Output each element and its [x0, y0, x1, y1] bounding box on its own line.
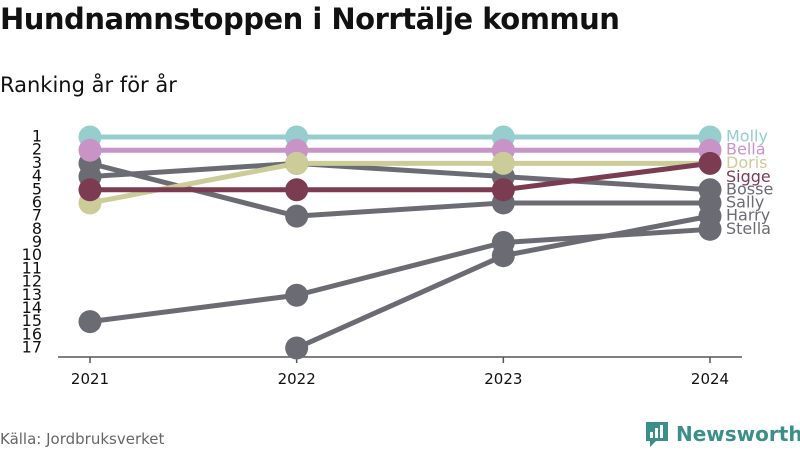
data-point-stella — [78, 310, 102, 334]
y-tick-label: 13 — [22, 285, 42, 304]
x-tick-label: 2023 — [484, 370, 522, 388]
y-tick-label: 12 — [22, 272, 42, 291]
series-line-doris — [87, 160, 713, 206]
y-tick-label: 16 — [22, 324, 42, 343]
chart-title: Hundnamnstoppen i Norrtälje kommun — [0, 2, 620, 36]
data-point-sally — [285, 204, 309, 228]
series-line-sigge — [87, 160, 713, 193]
series-label-doris: Doris — [726, 153, 767, 172]
y-tick-label: 1 — [32, 127, 42, 146]
data-point-bella — [78, 138, 102, 162]
brand-logo: Newsworthy — [644, 420, 800, 448]
y-tick-label: 5 — [32, 179, 42, 198]
data-point-harry — [285, 336, 309, 360]
y-tick-label: 3 — [32, 153, 42, 172]
x-axis: 2021 2022 2023 2024 — [58, 356, 742, 388]
y-tick-label: 8 — [32, 219, 42, 238]
data-point-doris — [285, 151, 309, 175]
series-lines — [87, 134, 713, 351]
x-tick-label: 2024 — [691, 370, 729, 388]
chart-subtitle: Ranking år för år — [0, 73, 177, 97]
series-line-stella — [87, 226, 713, 325]
y-tick-label: 7 — [32, 206, 42, 225]
series-points — [78, 125, 722, 360]
data-point-stella — [491, 231, 515, 254]
series-labels: MollyBellaDorisSiggeBosseSallyHarryStell… — [726, 127, 773, 238]
y-tick-label: 17 — [22, 338, 42, 357]
y-tick-label: 14 — [22, 298, 42, 317]
brand-name: Newsworthy — [676, 422, 800, 446]
y-tick-label: 9 — [32, 232, 42, 251]
series-label-sigge: Sigge — [726, 167, 771, 186]
data-point-sigge — [698, 151, 722, 175]
y-tick-label: 6 — [32, 192, 42, 211]
data-point-sigge — [285, 178, 309, 202]
data-point-stella — [698, 217, 722, 241]
y-tick-label: 10 — [22, 245, 42, 264]
series-label-molly: Molly — [726, 127, 768, 146]
series-line-bosse — [87, 160, 713, 193]
y-tick-label: 15 — [22, 311, 42, 330]
series-label-harry: Harry — [726, 206, 770, 225]
x-tick-label: 2022 — [278, 370, 316, 388]
data-point-sigge — [78, 178, 102, 202]
series-label-stella: Stella — [726, 219, 771, 238]
y-tick-label: 4 — [32, 166, 42, 185]
y-tick-label: 2 — [32, 140, 42, 159]
data-point-doris — [491, 151, 515, 175]
source-note: Källa: Jordbruksverket — [0, 430, 165, 448]
series-label-bella: Bella — [726, 140, 766, 159]
data-point-sigge — [491, 178, 515, 202]
series-label-sally: Sally — [726, 192, 764, 211]
x-tick-label: 2021 — [71, 370, 109, 388]
data-point-stella — [285, 283, 309, 307]
y-tick-label: 11 — [22, 258, 42, 277]
newsworthy-logo-icon — [646, 422, 668, 447]
series-label-bosse: Bosse — [726, 179, 773, 198]
